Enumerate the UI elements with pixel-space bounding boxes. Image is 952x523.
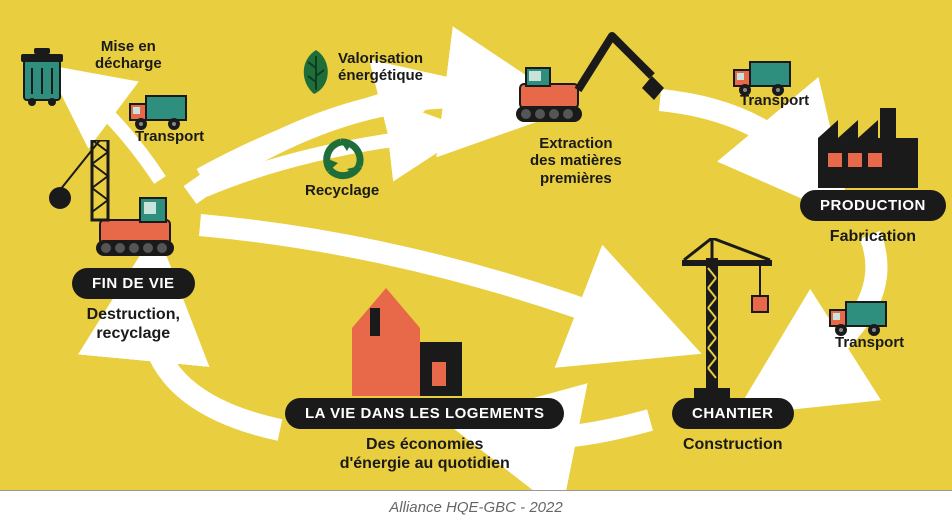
tower-crane-icon xyxy=(682,238,772,398)
text: Recyclage xyxy=(305,182,379,199)
subtitle: Fabrication xyxy=(800,227,946,246)
node-fin-de-vie: Fin de vie Destruction,recyclage xyxy=(72,268,195,343)
label-decharge: Mise endécharge xyxy=(95,38,162,73)
node-vie-logements: La vie dans les logements Des économiesd… xyxy=(285,398,564,473)
truck-icon xyxy=(128,92,188,132)
subtitle: Construction xyxy=(672,435,794,454)
excavator-icon xyxy=(512,28,672,128)
pill: La vie dans les logements xyxy=(285,398,564,429)
caption-bar: Alliance HQE-GBC - 2022 xyxy=(0,490,952,523)
node-chantier: Chantier Construction xyxy=(672,398,794,454)
pill: Chantier xyxy=(672,398,794,429)
node-production: Production Fabrication xyxy=(800,190,946,246)
factory-icon xyxy=(818,108,918,188)
label-recyclage: Recyclage xyxy=(305,182,379,199)
label-transport-3: Transport xyxy=(835,334,904,351)
text: Valorisationénergétique xyxy=(338,50,423,85)
building-icon xyxy=(352,288,462,396)
subtitle: Destruction,recyclage xyxy=(72,305,195,343)
truck-icon xyxy=(828,298,888,338)
text: Mise endécharge xyxy=(95,38,162,73)
label-transport-2: Transport xyxy=(740,92,809,109)
subtitle: Des économiesd'énergie au quotidien xyxy=(285,435,564,473)
label-extraction: Extractiondes matièrespremières xyxy=(530,135,622,187)
text: Transport xyxy=(740,92,809,109)
pill: Production xyxy=(800,190,946,221)
label-transport-1: Transport xyxy=(135,128,204,145)
lifecycle-diagram: Mise endécharge Transport Valorisationén… xyxy=(0,0,952,490)
trash-bin-icon xyxy=(18,48,66,106)
pill: Fin de vie xyxy=(72,268,195,299)
text: Extractiondes matièrespremières xyxy=(530,135,622,187)
demolition-crane-icon xyxy=(48,140,188,260)
recycle-icon xyxy=(322,138,366,182)
text: Transport xyxy=(135,128,204,145)
leaf-icon xyxy=(296,48,336,96)
caption-text: Alliance HQE-GBC - 2022 xyxy=(389,499,562,516)
label-valorisation: Valorisationénergétique xyxy=(338,50,423,85)
text: Transport xyxy=(835,334,904,351)
